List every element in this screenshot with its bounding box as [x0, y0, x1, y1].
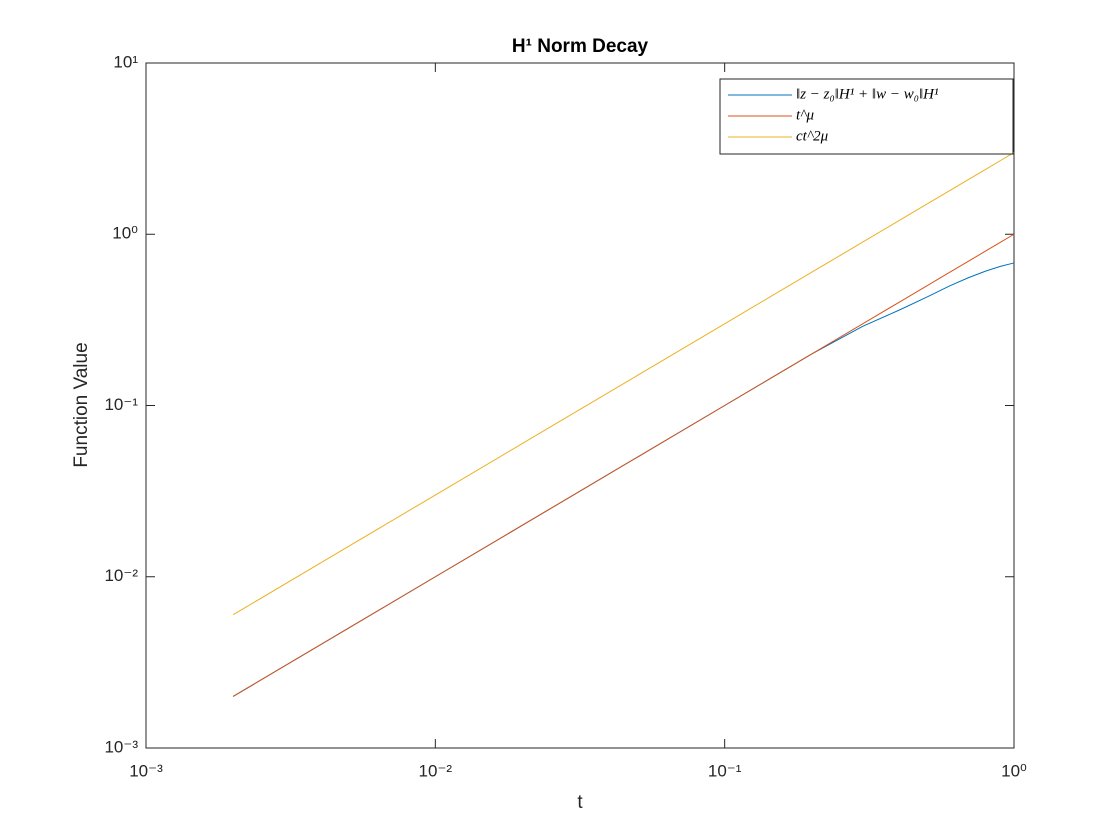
- series-line: [232, 233, 1015, 697]
- plot-area: [145, 62, 1015, 749]
- y-tick-label: 10⁰: [112, 224, 138, 243]
- legend-label: ct^2μ: [796, 128, 829, 144]
- x-tick-label: 10⁰: [1001, 761, 1027, 780]
- y-axis-label: Function Value: [71, 342, 92, 467]
- y-tick-label: 10⁻³: [104, 737, 138, 756]
- legend-label: t^μ: [796, 107, 814, 123]
- legend-label: ‖z − z₀‖H¹ + ‖w − w₀‖H¹: [796, 86, 939, 102]
- series-line: [232, 152, 1015, 616]
- y-tick-label: 10⁻¹: [104, 395, 138, 414]
- y-tick-label: 10¹: [113, 52, 138, 71]
- x-tick-label: 10⁻¹: [708, 761, 742, 780]
- y-tick-label: 10⁻²: [104, 566, 138, 585]
- chart-title: H¹ Norm Decay: [512, 36, 649, 57]
- x-axis-label: t: [577, 792, 583, 813]
- x-tick-label: 10⁻³: [129, 761, 163, 780]
- x-tick-label: 10⁻²: [419, 761, 453, 780]
